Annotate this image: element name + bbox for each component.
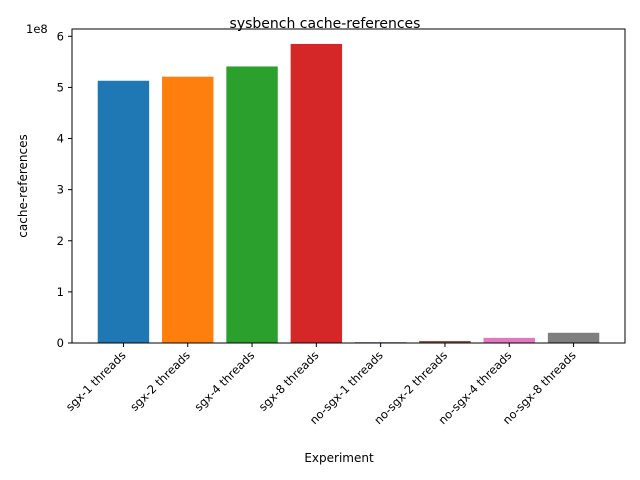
y-tick-label: 1	[57, 285, 64, 299]
y-axis-offset-label: 1e8	[26, 22, 48, 36]
y-tick-label: 5	[57, 80, 64, 94]
bar-sgx-1-threads	[97, 80, 150, 343]
y-tick-label: 2	[57, 234, 64, 248]
bar-no-sgx-4-threads	[483, 337, 535, 343]
x-axis-label: Experiment	[304, 451, 374, 465]
bar-sgx-4-threads	[226, 66, 278, 343]
bar-sgx-8-threads	[290, 43, 343, 343]
plot-frame	[71, 28, 626, 344]
y-tick-label: 0	[57, 336, 64, 350]
y-axis-label: cache-references	[16, 134, 30, 237]
y-tick-label: 3	[57, 183, 64, 197]
y-tick-label: 6	[57, 29, 64, 43]
bar-sgx-2-threads	[162, 76, 214, 344]
y-axis: 0 1 2 3 4 5 6	[57, 29, 72, 350]
bars-group	[97, 43, 600, 344]
y-tick-label: 4	[57, 132, 64, 146]
bar-no-sgx-2-threads	[419, 340, 471, 343]
bar-no-sgx-8-threads	[547, 332, 600, 343]
chart-title: sysbench cache-references	[230, 16, 421, 32]
